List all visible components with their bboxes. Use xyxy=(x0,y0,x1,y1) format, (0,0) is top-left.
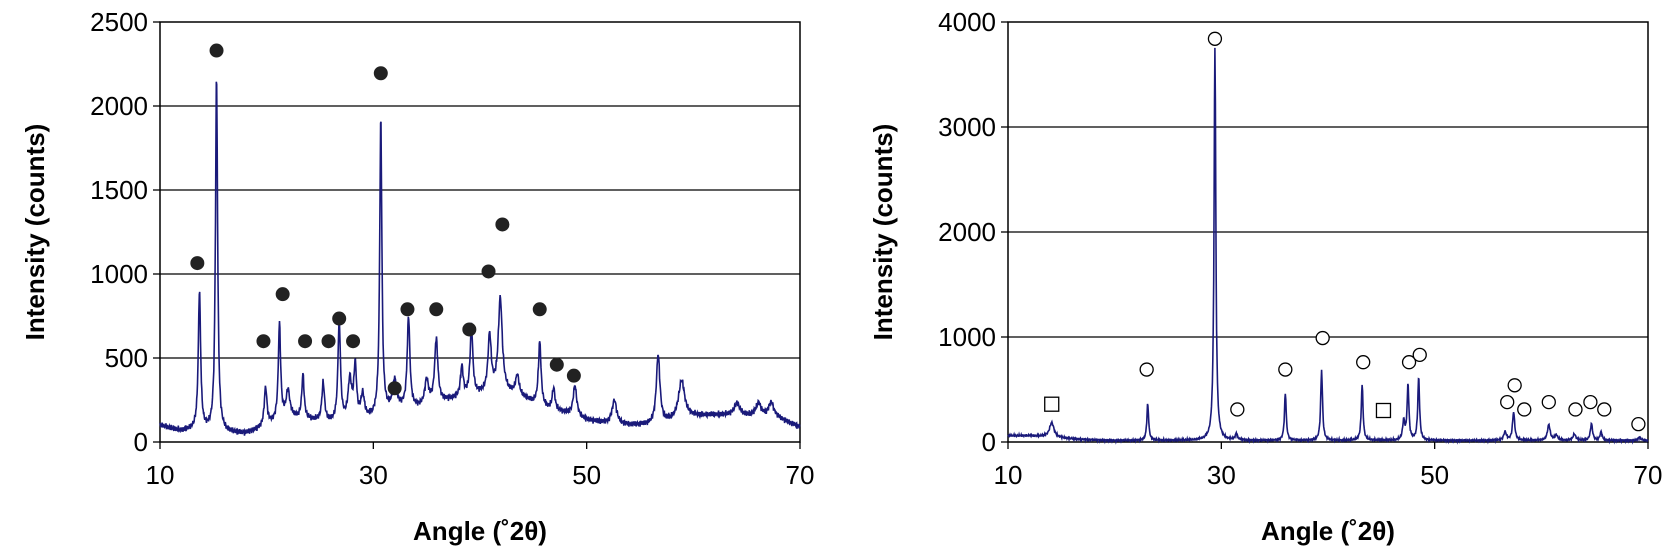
right-phase-marker-open-circle xyxy=(1230,402,1245,417)
left-phase-marker-filled-circle xyxy=(332,311,347,326)
right-x-tick-label: 70 xyxy=(1634,460,1663,490)
right-x-tick-label: 10 xyxy=(994,460,1023,490)
right-phase-marker-open-circle xyxy=(1356,355,1371,370)
left-phase-marker-filled-circle xyxy=(549,357,564,372)
right-phase-marker-open-circle xyxy=(1207,31,1223,46)
left-phase-marker-filled-circle xyxy=(256,334,271,349)
left-x-tick-label: 50 xyxy=(572,460,601,490)
left-phase-marker-filled-circle xyxy=(481,264,496,279)
left-x-tick-label: 30 xyxy=(359,460,388,490)
left-phase-marker-filled-circle xyxy=(462,322,477,337)
right-y-tick-label: 1000 xyxy=(938,322,996,352)
right-phase-marker-open-circle xyxy=(1500,394,1515,410)
right-phase-marker-open-circle xyxy=(1568,402,1583,417)
chart-left: 0 500 1000 1500 2000 2500 10 30 50 70 Angle (˚2θ… xyxy=(20,7,814,546)
right-phase-marker-open-square xyxy=(1375,402,1392,419)
left-y-tick-label: 0 xyxy=(134,427,148,457)
right-peak-markers xyxy=(1044,31,1646,432)
left-x-tick-label: 10 xyxy=(146,460,175,490)
left-y-tick-label: 1500 xyxy=(90,175,148,205)
right-gridlines xyxy=(1008,126,1648,338)
left-y-axis-title: Intensity (counts) xyxy=(20,124,50,341)
right-phase-marker-open-circle xyxy=(1517,402,1532,417)
right-y-axis-title: Intensity (counts) xyxy=(868,124,898,341)
right-y-tick-label: 3000 xyxy=(938,112,996,142)
chart-right: 0 1000 2000 3000 4000 10 30 50 70 Angle (˚2θ) I… xyxy=(868,7,1662,546)
left-gridlines xyxy=(160,105,800,359)
right-y-tick-labels: 0 1000 2000 3000 4000 xyxy=(938,7,1008,457)
left-y-tick-label: 2000 xyxy=(90,91,148,121)
right-phase-marker-open-circle xyxy=(1541,394,1556,410)
right-x-tick-label: 50 xyxy=(1420,460,1449,490)
left-y-tick-label: 500 xyxy=(105,343,148,373)
right-phase-marker-open-circle xyxy=(1401,355,1417,370)
right-phase-marker-open-circle xyxy=(1412,347,1427,363)
right-x-tick-labels: 10 30 50 70 xyxy=(994,442,1663,490)
left-phase-marker-filled-circle xyxy=(387,381,402,396)
left-y-tick-label: 1000 xyxy=(90,259,148,289)
right-phase-marker-open-circle xyxy=(1278,362,1293,377)
left-phase-marker-filled-circle xyxy=(209,43,224,58)
left-phase-marker-filled-circle xyxy=(298,334,313,349)
left-y-tick-label: 2500 xyxy=(90,7,148,37)
left-phase-marker-filled-circle xyxy=(532,302,547,317)
left-y-tick-labels: 0 500 1000 1500 2000 2500 xyxy=(90,7,160,457)
right-diffraction-trace xyxy=(1007,47,1649,445)
left-diffraction-trace xyxy=(159,81,801,436)
right-phase-marker-open-circle xyxy=(1631,416,1646,432)
right-x-tick-label: 30 xyxy=(1207,460,1236,490)
left-phase-marker-filled-circle xyxy=(346,334,361,349)
left-phase-marker-filled-circle xyxy=(495,217,510,232)
right-x-axis-title: Angle (˚2θ) xyxy=(1261,516,1395,546)
right-y-tick-label: 0 xyxy=(982,427,996,457)
right-phase-marker-open-circle xyxy=(1583,394,1598,410)
right-phase-marker-open-square xyxy=(1044,396,1060,412)
right-y-tick-label: 4000 xyxy=(938,7,996,37)
left-phase-marker-filled-circle xyxy=(321,334,336,349)
left-phase-marker-filled-circle xyxy=(373,66,388,81)
left-phase-marker-filled-circle xyxy=(400,302,415,317)
left-plot-frame xyxy=(159,21,801,443)
left-x-axis-title: Angle (˚2θ) xyxy=(413,516,547,546)
left-x-tick-label: 70 xyxy=(786,460,815,490)
right-phase-marker-open-circle xyxy=(1315,330,1330,346)
right-y-tick-label: 2000 xyxy=(938,217,996,247)
left-peak-markers xyxy=(190,43,581,396)
right-phase-marker-open-circle xyxy=(1597,402,1612,417)
right-phase-marker-open-circle xyxy=(1507,378,1522,393)
left-phase-marker-filled-circle xyxy=(190,256,205,271)
left-phase-marker-filled-circle xyxy=(275,287,290,302)
left-phase-marker-filled-circle xyxy=(429,302,444,317)
left-x-tick-labels: 10 30 50 70 xyxy=(146,442,815,490)
left-phase-marker-filled-circle xyxy=(566,368,581,383)
right-phase-marker-open-circle xyxy=(1139,362,1154,377)
